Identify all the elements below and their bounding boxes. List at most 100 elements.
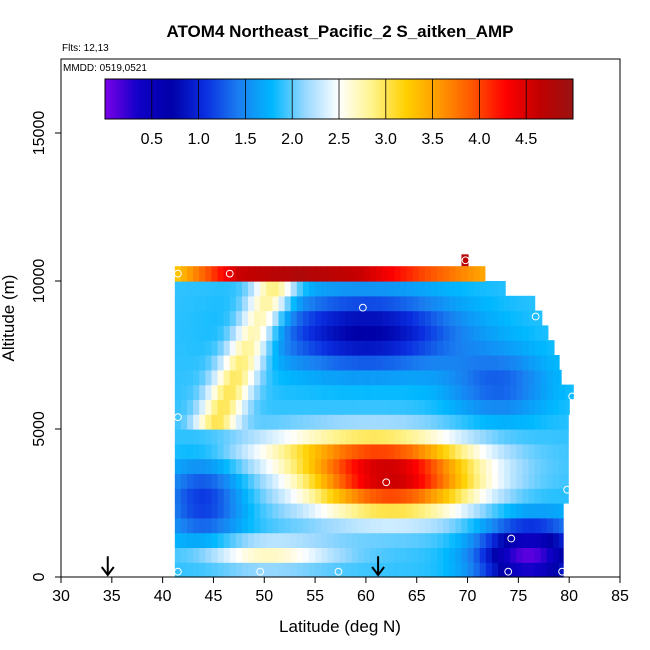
heatmap-cell bbox=[260, 340, 267, 356]
heatmap-cell bbox=[479, 384, 487, 400]
heatmap-cell bbox=[528, 295, 536, 312]
heatmap-cell bbox=[235, 562, 243, 578]
heatmap-cell bbox=[254, 458, 261, 474]
heatmap-cell bbox=[437, 443, 444, 460]
heatmap-cell bbox=[193, 517, 200, 534]
heatmap-cell bbox=[546, 473, 554, 489]
heatmap-cell bbox=[388, 532, 395, 548]
heatmap-cell bbox=[485, 503, 493, 519]
heatmap-cell bbox=[180, 532, 188, 548]
heatmap-cell bbox=[339, 295, 347, 312]
heatmap-cell bbox=[534, 384, 542, 400]
heatmap-cell bbox=[485, 517, 493, 534]
heatmap-cell bbox=[491, 562, 499, 578]
heatmap-cell bbox=[345, 340, 353, 356]
heatmap-cell bbox=[455, 340, 463, 356]
heatmap-cell bbox=[424, 562, 432, 578]
heatmap-cell bbox=[559, 414, 566, 430]
heatmap-cell bbox=[504, 429, 511, 445]
heatmap-cell bbox=[345, 503, 353, 519]
heatmap-cell bbox=[333, 399, 341, 415]
heatmap-cell bbox=[412, 532, 420, 548]
heatmap-cell bbox=[327, 399, 334, 415]
heatmap-cell bbox=[193, 266, 200, 282]
heatmap-cell bbox=[199, 562, 206, 578]
heatmap-cell bbox=[552, 443, 560, 460]
heatmap-cell bbox=[394, 429, 402, 445]
heatmap-cells bbox=[174, 254, 574, 578]
heatmap-cell bbox=[418, 340, 426, 356]
heatmap-cell bbox=[351, 458, 359, 474]
heatmap-cell bbox=[345, 517, 353, 534]
heatmap-cell bbox=[266, 458, 274, 474]
heatmap-cell bbox=[321, 266, 328, 282]
heatmap-cell bbox=[449, 473, 456, 489]
heatmap-cell bbox=[180, 414, 188, 430]
heatmap-cell bbox=[205, 532, 213, 548]
heatmap-cell bbox=[498, 488, 505, 504]
heatmap-cell bbox=[400, 325, 408, 341]
heatmap-cell bbox=[180, 369, 188, 386]
heatmap-cell bbox=[333, 414, 341, 430]
heatmap-cell bbox=[211, 517, 219, 534]
heatmap-cell bbox=[565, 399, 570, 415]
heatmap-cell bbox=[363, 517, 371, 534]
heatmap-cell bbox=[217, 517, 225, 534]
heatmap-cell bbox=[248, 295, 255, 312]
heatmap-cell bbox=[187, 281, 194, 297]
heatmap-cell bbox=[333, 310, 341, 326]
heatmap-cell bbox=[388, 488, 395, 504]
heatmap-cell bbox=[479, 458, 487, 474]
heatmap-cell bbox=[498, 355, 505, 371]
heatmap-cell bbox=[382, 429, 389, 445]
heatmap-cell bbox=[290, 340, 298, 356]
marker-point bbox=[568, 392, 577, 401]
heatmap-cell bbox=[296, 355, 304, 371]
heatmap-cell bbox=[321, 340, 328, 356]
heatmap-cell bbox=[479, 340, 487, 356]
heatmap-cell bbox=[284, 458, 292, 474]
heatmap-cell bbox=[369, 547, 377, 563]
heatmap-cell bbox=[516, 488, 524, 504]
heatmap-cell bbox=[260, 355, 267, 371]
heatmap-cell bbox=[394, 414, 402, 430]
heatmap-cell bbox=[455, 458, 463, 474]
heatmap-cell bbox=[290, 295, 298, 312]
heatmap-cell bbox=[187, 266, 194, 282]
heatmap-cell bbox=[229, 503, 237, 519]
heatmap-cell bbox=[357, 562, 365, 578]
heatmap-cell bbox=[296, 340, 304, 356]
heatmap-cell bbox=[211, 266, 219, 282]
heatmap-cell bbox=[534, 562, 542, 578]
heatmap-cell bbox=[473, 458, 481, 474]
heatmap-cell bbox=[418, 295, 426, 312]
heatmap-cell bbox=[504, 295, 511, 312]
heatmap-cell bbox=[498, 532, 505, 548]
heatmap-cell bbox=[254, 369, 261, 386]
heatmap-cell bbox=[418, 458, 426, 474]
heatmap-cell bbox=[345, 414, 353, 430]
heatmap-cell bbox=[339, 443, 347, 460]
heatmap-cell bbox=[479, 281, 487, 297]
heatmap-cell bbox=[296, 562, 304, 578]
heatmap-cell bbox=[443, 399, 450, 415]
heatmap-cell bbox=[211, 414, 219, 430]
heatmap-cell bbox=[376, 547, 383, 563]
heatmap-cell bbox=[479, 429, 487, 445]
heatmap-cell bbox=[473, 399, 481, 415]
heatmap-cell bbox=[260, 295, 267, 312]
heatmap-cell bbox=[437, 429, 444, 445]
heatmap-cell bbox=[254, 532, 261, 548]
heatmap-cell bbox=[248, 355, 255, 371]
heatmap-cell bbox=[455, 369, 463, 386]
heatmap-cell bbox=[406, 310, 414, 326]
heatmap-cell bbox=[339, 547, 347, 563]
heatmap-cell bbox=[461, 310, 469, 326]
heatmap-cell bbox=[254, 429, 261, 445]
marker-point bbox=[507, 534, 516, 543]
heatmap-cell bbox=[248, 384, 255, 400]
heatmap-cell bbox=[180, 295, 188, 312]
heatmap-cell bbox=[437, 458, 444, 474]
heatmap-cell bbox=[199, 532, 206, 548]
heatmap-cell bbox=[394, 295, 402, 312]
